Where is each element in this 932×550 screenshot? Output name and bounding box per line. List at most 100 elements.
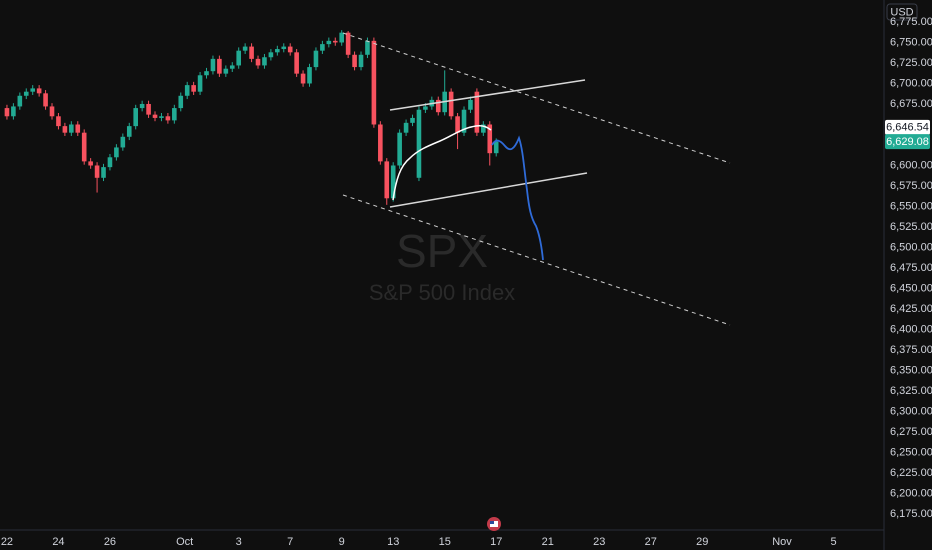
currency-badge[interactable] bbox=[886, 3, 918, 21]
candle-body bbox=[378, 124, 383, 162]
candle-body bbox=[468, 99, 473, 110]
candle-body bbox=[236, 50, 242, 66]
x-tick-label: Oct bbox=[176, 536, 193, 548]
y-tick-label: 6,700.00 bbox=[890, 77, 932, 89]
y-tick-label: 6,600.00 bbox=[890, 159, 932, 171]
candle-body bbox=[423, 106, 428, 110]
y-tick-label: 6,375.00 bbox=[890, 344, 932, 356]
drawings bbox=[342, 32, 731, 326]
x-tick-label: 21 bbox=[542, 536, 554, 548]
x-tick-label: 7 bbox=[287, 536, 293, 548]
candle-body bbox=[75, 124, 81, 133]
candle-body bbox=[43, 93, 48, 107]
y-tick-label: 6,675.00 bbox=[890, 98, 932, 110]
y-tick-label: 6,275.00 bbox=[890, 426, 932, 438]
price-label-box bbox=[885, 134, 930, 150]
candle-body bbox=[184, 85, 190, 96]
candle-body bbox=[114, 147, 119, 158]
candle-body bbox=[410, 117, 415, 123]
candle-body bbox=[397, 132, 402, 166]
candle-body bbox=[223, 68, 229, 74]
candle-body bbox=[352, 54, 357, 68]
y-tick-label: 6,575.00 bbox=[890, 180, 932, 192]
y-tick-label: 6,400.00 bbox=[890, 323, 932, 335]
projection bbox=[491, 135, 544, 261]
candle-body bbox=[371, 40, 377, 125]
x-tick-label: 3 bbox=[236, 536, 242, 548]
candle-body bbox=[152, 114, 158, 118]
y-tick-label: 6,250.00 bbox=[890, 446, 932, 458]
candle-body bbox=[268, 52, 274, 58]
candle-body bbox=[262, 57, 267, 66]
candle-body bbox=[133, 108, 139, 127]
candle-body bbox=[4, 108, 10, 117]
candle-body bbox=[326, 40, 332, 45]
plot-area bbox=[4, 30, 499, 205]
candle-body bbox=[307, 67, 312, 84]
candle-body bbox=[146, 103, 151, 115]
price-label: 6,646.54 bbox=[886, 122, 929, 134]
candle-body bbox=[390, 165, 396, 199]
candle-body bbox=[210, 58, 216, 72]
candle-body bbox=[107, 157, 113, 168]
candle-body bbox=[281, 46, 287, 50]
candle-body bbox=[255, 58, 261, 66]
candle-body bbox=[30, 88, 36, 92]
candle-body bbox=[313, 50, 319, 68]
candle-body bbox=[455, 116, 460, 133]
candle-body bbox=[481, 124, 486, 133]
channel-lower bbox=[389, 172, 588, 208]
candle-body bbox=[56, 116, 61, 127]
currency: USD bbox=[890, 6, 913, 18]
watermark-name: S&P 500 Index bbox=[369, 280, 515, 305]
price-label-box bbox=[885, 119, 930, 135]
y-tick-label: 6,225.00 bbox=[890, 467, 932, 479]
candle-body bbox=[461, 109, 467, 133]
y-tick-label: 6,750.00 bbox=[890, 36, 932, 48]
candle-body bbox=[11, 106, 16, 117]
candle-body bbox=[197, 75, 203, 92]
candle-body bbox=[120, 136, 126, 148]
watermark-symbol: SPX bbox=[396, 225, 488, 277]
candle-body bbox=[474, 91, 480, 133]
x-tick-label: 15 bbox=[439, 536, 451, 548]
candle-body bbox=[17, 95, 23, 107]
y-tick-label: 6,200.00 bbox=[890, 487, 932, 499]
candle-body bbox=[88, 161, 93, 166]
x-tick-label: 24 bbox=[52, 536, 64, 548]
candle-body bbox=[493, 141, 499, 154]
candle-body bbox=[139, 103, 145, 109]
y-tick-label: 6,350.00 bbox=[890, 364, 932, 376]
candle-body bbox=[94, 165, 100, 178]
candle-body bbox=[204, 71, 209, 76]
x-tick-label: Nov bbox=[772, 536, 792, 548]
event-flag[interactable] bbox=[487, 517, 501, 531]
candle-body bbox=[435, 99, 441, 113]
candle-body bbox=[416, 109, 422, 178]
x-tick-label: 17 bbox=[490, 536, 502, 548]
candle-body bbox=[126, 126, 132, 137]
candle-body bbox=[487, 124, 493, 154]
flag-canton bbox=[490, 521, 494, 524]
y-tick-label: 6,475.00 bbox=[890, 262, 932, 274]
price-label: 6,629.08 bbox=[886, 136, 929, 148]
candle-body bbox=[36, 88, 42, 94]
x-tick-label: 22 bbox=[1, 536, 13, 548]
candle-body bbox=[249, 46, 254, 59]
candle-body bbox=[384, 161, 390, 199]
y-tick-label: 6,550.00 bbox=[890, 200, 932, 212]
candle-body bbox=[172, 108, 177, 121]
candle-body bbox=[81, 132, 87, 162]
y-tick-label: 6,725.00 bbox=[890, 57, 932, 69]
candle-body bbox=[300, 73, 306, 84]
y-tick-label: 6,525.00 bbox=[890, 221, 932, 233]
y-tick-label: 6,775.00 bbox=[890, 16, 932, 28]
candle-body bbox=[287, 46, 293, 53]
candle-body bbox=[23, 91, 29, 96]
x-tick-label: 5 bbox=[830, 536, 836, 548]
y-tick-label: 6,425.00 bbox=[890, 303, 932, 315]
y-tick-label: 6,175.00 bbox=[890, 508, 932, 520]
candle-body bbox=[101, 167, 106, 178]
y-tick-label: 6,500.00 bbox=[890, 241, 932, 253]
